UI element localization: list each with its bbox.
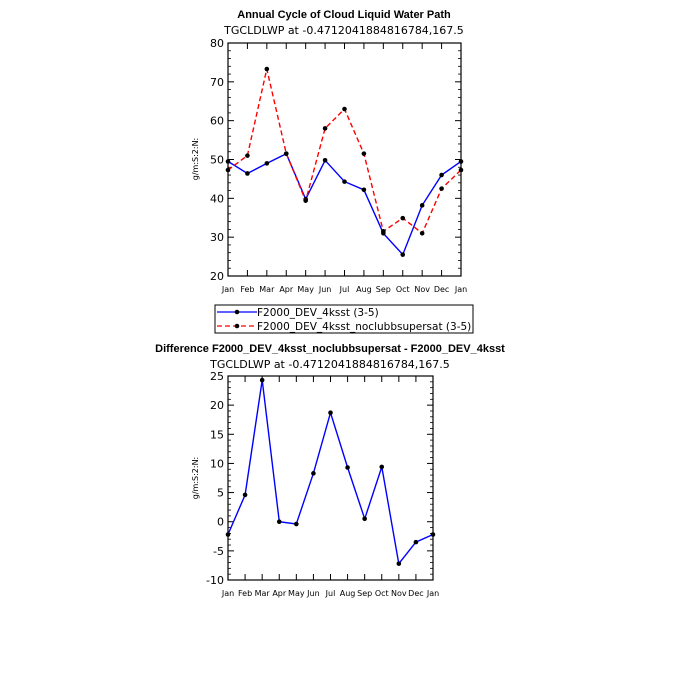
chart-top-title: Annual Cycle of Cloud Liquid Water Path bbox=[237, 9, 451, 21]
chart-top-ytick-label: 80 bbox=[210, 37, 224, 50]
chart-bottom-ytick-label: 10 bbox=[210, 457, 224, 470]
chart-top-xtick-label: Jan bbox=[221, 285, 234, 294]
chart-top-xtick-label: Jul bbox=[339, 285, 350, 294]
chart-top-frame bbox=[227, 42, 462, 277]
chart-top-series-line-1 bbox=[227, 152, 462, 256]
chart-bottom-series-1-point bbox=[328, 410, 333, 416]
chart-bottom-ytick-label: 0 bbox=[217, 516, 224, 529]
chart-top-ylabel: g/m:S:2:N: bbox=[191, 138, 200, 181]
chart-bottom-xtick-label: Dec bbox=[408, 589, 423, 598]
chart-top-xtick-label: Sep bbox=[376, 285, 391, 294]
chart-bottom-ytick-label: -5 bbox=[213, 545, 224, 558]
chart-top-series-line-2 bbox=[227, 68, 462, 235]
chart-top: Annual Cycle of Cloud Liquid Water Path … bbox=[191, 9, 474, 334]
chart-bottom-subtitle: TGCLDLWP at -0.4712041884816784,167.5 bbox=[209, 358, 450, 371]
chart-bottom-plot: -10 -5 0 5 10 15 20 25 Jan Feb Mar Apr May Jun Jul Aug S… bbox=[206, 370, 439, 598]
chart-bottom-series-1-point bbox=[259, 377, 265, 383]
chart-top-series-2-point bbox=[245, 153, 250, 158]
chart-top-ytick-label: 50 bbox=[210, 154, 224, 167]
chart-bottom-xtick-label: Oct bbox=[375, 589, 389, 598]
chart-bottom-series-1-point bbox=[362, 516, 367, 522]
chart-top-series-2-point bbox=[322, 126, 328, 131]
chart-bottom-series-1-point bbox=[294, 521, 299, 527]
chart-bottom-ytick-label: 15 bbox=[210, 428, 224, 441]
chart-top-xtick-label: Feb bbox=[240, 285, 254, 294]
chart-top-ytick-label: 20 bbox=[210, 270, 224, 283]
chart-top-series-2-point bbox=[342, 106, 347, 112]
chart-top-series-1-point bbox=[419, 203, 425, 208]
chart-bottom-xtick-label: Nov bbox=[391, 589, 407, 598]
chart-top-series-1-point bbox=[342, 179, 347, 184]
chart-top-xtick-label: Oct bbox=[396, 285, 410, 294]
chart-top-series-2-point bbox=[439, 186, 444, 191]
chart-top-series-2-point bbox=[458, 167, 464, 173]
chart-bottom: Difference F2000_DEV_4ksst_noclubbsupers… bbox=[155, 343, 505, 598]
legend-label-series-1: F2000_DEV_4ksst (3-5) bbox=[257, 307, 379, 319]
chart-top-series-2-point bbox=[381, 229, 386, 234]
chart-bottom-series-line-1 bbox=[227, 379, 434, 566]
chart-top-xtick-label: Jan bbox=[454, 285, 467, 294]
chart-top-series-1-point bbox=[264, 161, 270, 166]
chart-bottom-series-1-point bbox=[379, 464, 385, 470]
legend-marker-series-2 bbox=[234, 323, 240, 329]
chart-bottom-series-1-point bbox=[413, 539, 419, 545]
chart-top-xtick-label: May bbox=[297, 285, 314, 294]
chart-bottom-xtick-label: Sep bbox=[357, 589, 372, 598]
chart-top-series-1-point bbox=[225, 159, 231, 164]
chart-top-xtick-label: Mar bbox=[259, 285, 275, 294]
chart-bottom-series-1-point bbox=[276, 519, 282, 525]
chart-bottom-title: Difference F2000_DEV_4ksst_noclubbsupers… bbox=[155, 343, 505, 355]
chart-top-xtick-label: Aug bbox=[356, 285, 372, 294]
chart-bottom-xtick-label: Jan bbox=[426, 589, 439, 598]
chart-top-ytick-label: 30 bbox=[210, 231, 224, 244]
chart-bottom-xtick-label: May bbox=[288, 589, 305, 598]
chart-bottom-xtick-label: Mar bbox=[255, 589, 271, 598]
chart-top-plot: 20 30 40 50 60 70 80 Jan Feb Mar Apr May Jun Jul Aug Se… bbox=[210, 37, 467, 294]
chart-top-subtitle: TGCLDLWP at -0.4712041884816784,167.5 bbox=[223, 24, 464, 37]
chart-bottom-series-1-point bbox=[242, 492, 248, 498]
chart-bottom-series-1-point bbox=[311, 471, 316, 476]
chart-bottom-series-1-point bbox=[225, 532, 231, 537]
chart-top-xtick-label: Apr bbox=[279, 285, 294, 294]
chart-top-series-1-point bbox=[458, 159, 464, 164]
legend-label-series-2: F2000_DEV_4ksst_noclubbsupersat (3-5) bbox=[257, 321, 471, 333]
chart-top-series-1-point bbox=[439, 172, 444, 178]
legend-marker-series-1 bbox=[234, 309, 240, 315]
chart-bottom-ytick-label: 20 bbox=[210, 399, 224, 412]
chart-bottom-ytick-label: -10 bbox=[206, 574, 224, 587]
chart-top-xtick-label: Nov bbox=[414, 285, 430, 294]
chart-bottom-series-1-point bbox=[430, 532, 436, 537]
chart-top-series-1-point bbox=[361, 187, 367, 193]
chart-top-series-2-point bbox=[225, 167, 231, 173]
chart-top-series-2-point bbox=[283, 151, 289, 156]
chart-top-series-1-point bbox=[322, 157, 328, 163]
chart-top-legend: F2000_DEV_4ksst (3-5) F2000_DEV_4ksst_no… bbox=[214, 304, 474, 334]
chart-top-series-2-point bbox=[303, 198, 308, 203]
chart-top-series-1-point bbox=[245, 171, 250, 176]
chart-top-ytick-label: 70 bbox=[210, 76, 224, 89]
chart-bottom-xtick-label: Apr bbox=[272, 589, 287, 598]
chart-top-xtick-label: Jun bbox=[318, 285, 332, 294]
chart-bottom-xtick-label: Feb bbox=[238, 589, 252, 598]
chart-top-series-1-point bbox=[400, 252, 406, 257]
chart-top-ytick-label: 60 bbox=[210, 115, 224, 128]
chart-bottom-xtick-label: Jan bbox=[221, 589, 234, 598]
chart-bottom-series-1-point bbox=[345, 465, 350, 470]
chart-bottom-xtick-label: Jun bbox=[306, 589, 320, 598]
chart-bottom-ylabel: g/m:S:2:N: bbox=[191, 457, 200, 500]
chart-top-series-2-point bbox=[264, 66, 270, 72]
chart-top-series-2-point bbox=[361, 151, 367, 156]
legend-box bbox=[214, 304, 474, 334]
chart-bottom-ytick-label: 5 bbox=[217, 487, 224, 500]
chart-top-ytick-label: 40 bbox=[210, 192, 224, 205]
chart-top-xtick-label: Dec bbox=[434, 285, 449, 294]
chart-top-series-2-point bbox=[419, 230, 425, 236]
chart-bottom-xtick-label: Aug bbox=[340, 589, 356, 598]
chart-bottom-xtick-label: Jul bbox=[325, 589, 336, 598]
chart-bottom-ytick-label: 25 bbox=[210, 370, 224, 383]
chart-bottom-series-1-point bbox=[396, 561, 402, 566]
chart-top-series-2-point bbox=[400, 215, 406, 221]
